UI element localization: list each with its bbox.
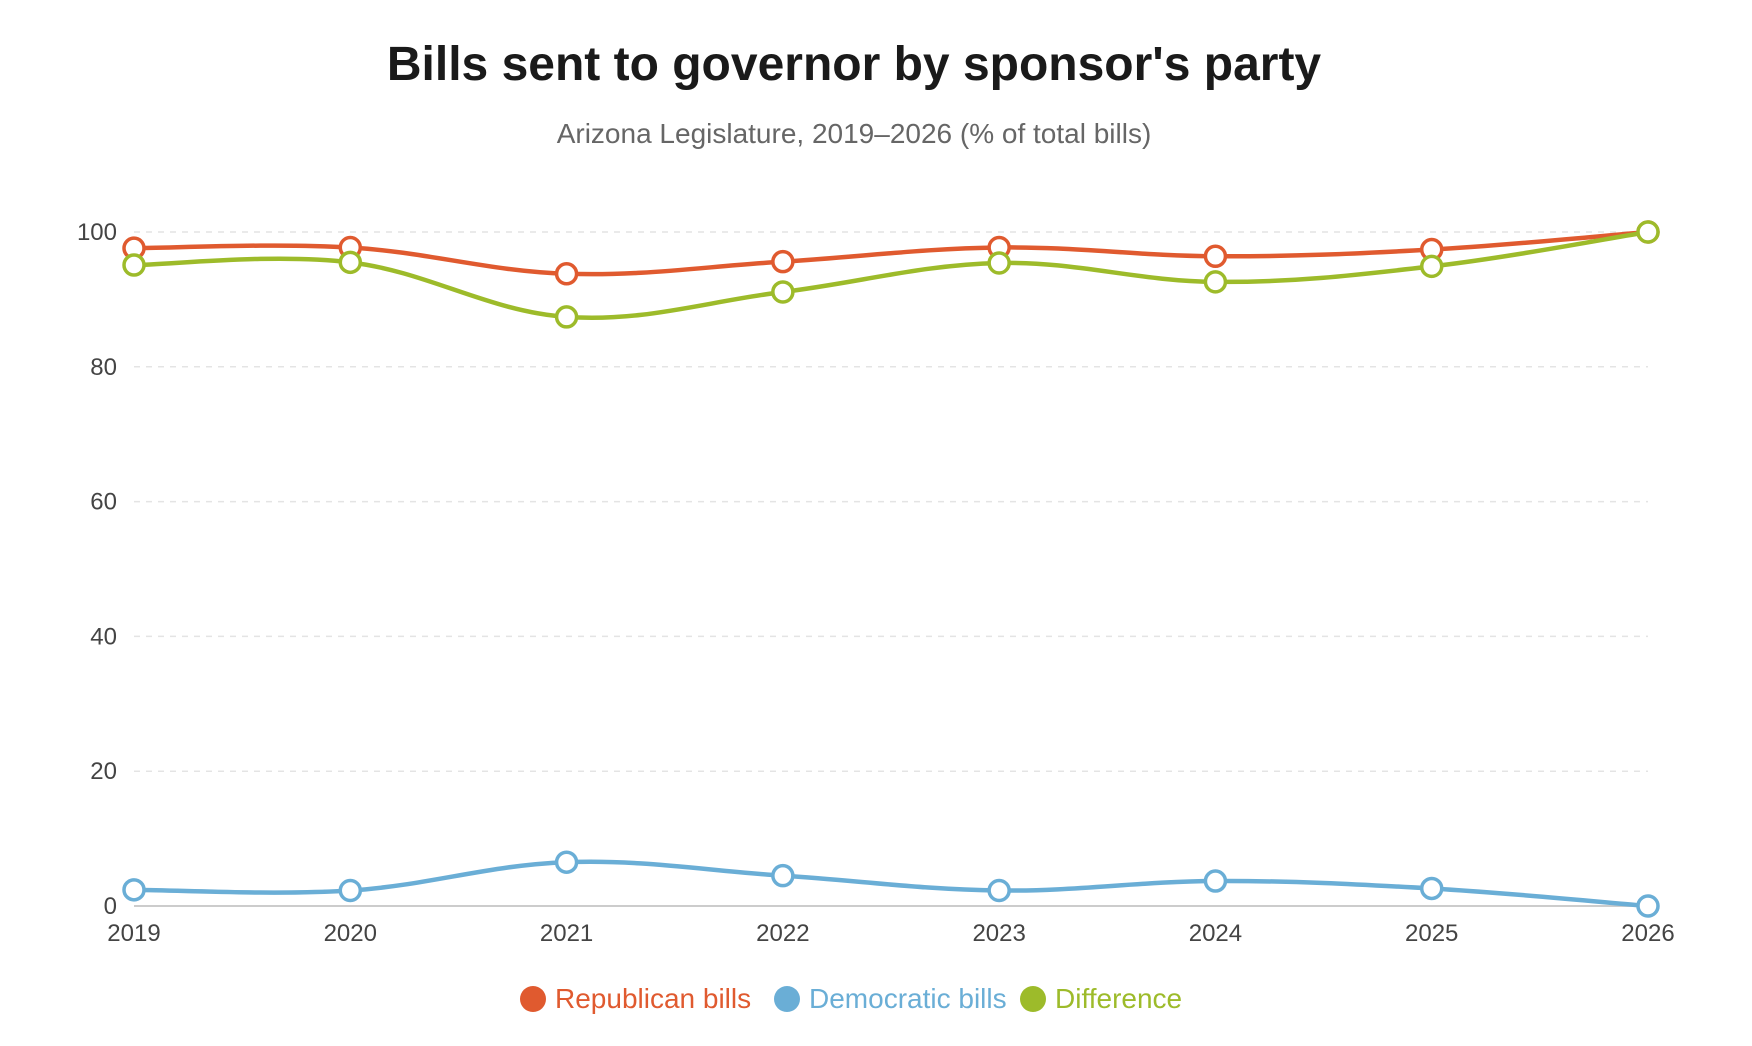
y-tick-label: 60 [90, 489, 117, 516]
x-tick-label: 2022 [756, 920, 809, 947]
legend[interactable]: Republican bills Democratic bills Differen… [520, 983, 1182, 1014]
x-tick-label: 2024 [1189, 920, 1242, 947]
data-point-difference-2025[interactable] [1419, 254, 1444, 279]
data-point-difference-2022[interactable] [771, 280, 795, 304]
x-tick-label: 2021 [540, 920, 593, 947]
x-tick-label: 2025 [1405, 920, 1458, 947]
y-tick-label: 80 [90, 354, 117, 381]
data-point-democratic-bills-2026[interactable] [1636, 894, 1660, 918]
legend-label-democratic-bills: Democratic bills [809, 983, 1007, 1014]
series-difference [122, 220, 1660, 329]
x-tick-label: 2020 [324, 920, 377, 947]
legend-marker-difference [1020, 986, 1046, 1012]
x-tick-label: 2023 [972, 920, 1025, 947]
grid [134, 231, 1648, 772]
y-tick-label: 20 [90, 758, 117, 785]
data-point-democratic-bills-2022[interactable] [771, 863, 795, 888]
data-point-republican-bills-2021[interactable] [554, 262, 579, 286]
data-point-republican-bills-2022[interactable] [771, 249, 795, 274]
data-point-difference-2023[interactable] [987, 251, 1011, 275]
series-line-democratic-bills [131, 859, 1651, 909]
legend-item-difference[interactable]: Difference [1020, 983, 1182, 1014]
x-axis: 2019 2020 2021 2022 2023 2024 2025 2026 [107, 905, 1675, 947]
legend-label-difference: Difference [1055, 983, 1182, 1014]
data-point-democratic-bills-2025[interactable] [1419, 876, 1444, 901]
series-democratic-bills [122, 850, 1660, 918]
data-point-democratic-bills-2021[interactable] [554, 850, 579, 874]
data-point-republican-bills-2024[interactable] [1203, 244, 1228, 269]
data-point-difference-2024[interactable] [1203, 270, 1228, 294]
data-point-democratic-bills-2023[interactable] [987, 878, 1011, 903]
y-axis: 0 20 40 60 80 100 [77, 219, 117, 920]
chart-title: Bills sent to governor by sponsor's part… [387, 38, 1322, 91]
data-point-democratic-bills-2024[interactable] [1203, 869, 1228, 893]
y-tick-label: 100 [77, 219, 117, 246]
legend-marker-republican-bills [520, 986, 546, 1012]
series-group [122, 220, 1660, 918]
legend-marker-democratic-bills [774, 986, 800, 1012]
data-point-difference-2020[interactable] [338, 250, 363, 275]
series-line-difference [131, 229, 1651, 321]
y-tick-label: 40 [90, 623, 117, 650]
legend-item-democratic-bills[interactable]: Democratic bills [774, 983, 1007, 1014]
x-tick-label: 2019 [107, 920, 160, 947]
data-point-difference-2026[interactable] [1636, 220, 1660, 244]
data-point-difference-2021[interactable] [554, 305, 579, 329]
legend-label-republican-bills: Republican bills [555, 983, 751, 1014]
data-point-democratic-bills-2020[interactable] [338, 878, 363, 903]
x-tick-label: 2026 [1621, 920, 1674, 947]
data-point-democratic-bills-2019[interactable] [122, 878, 146, 902]
chart-subtitle: Arizona Legislature, 2019–2026 (% of tot… [557, 118, 1152, 149]
y-tick-label: 0 [104, 893, 117, 920]
data-point-difference-2019[interactable] [122, 253, 146, 277]
legend-item-republican-bills[interactable]: Republican bills [520, 983, 751, 1014]
series-line-republican-bills [131, 229, 1651, 277]
